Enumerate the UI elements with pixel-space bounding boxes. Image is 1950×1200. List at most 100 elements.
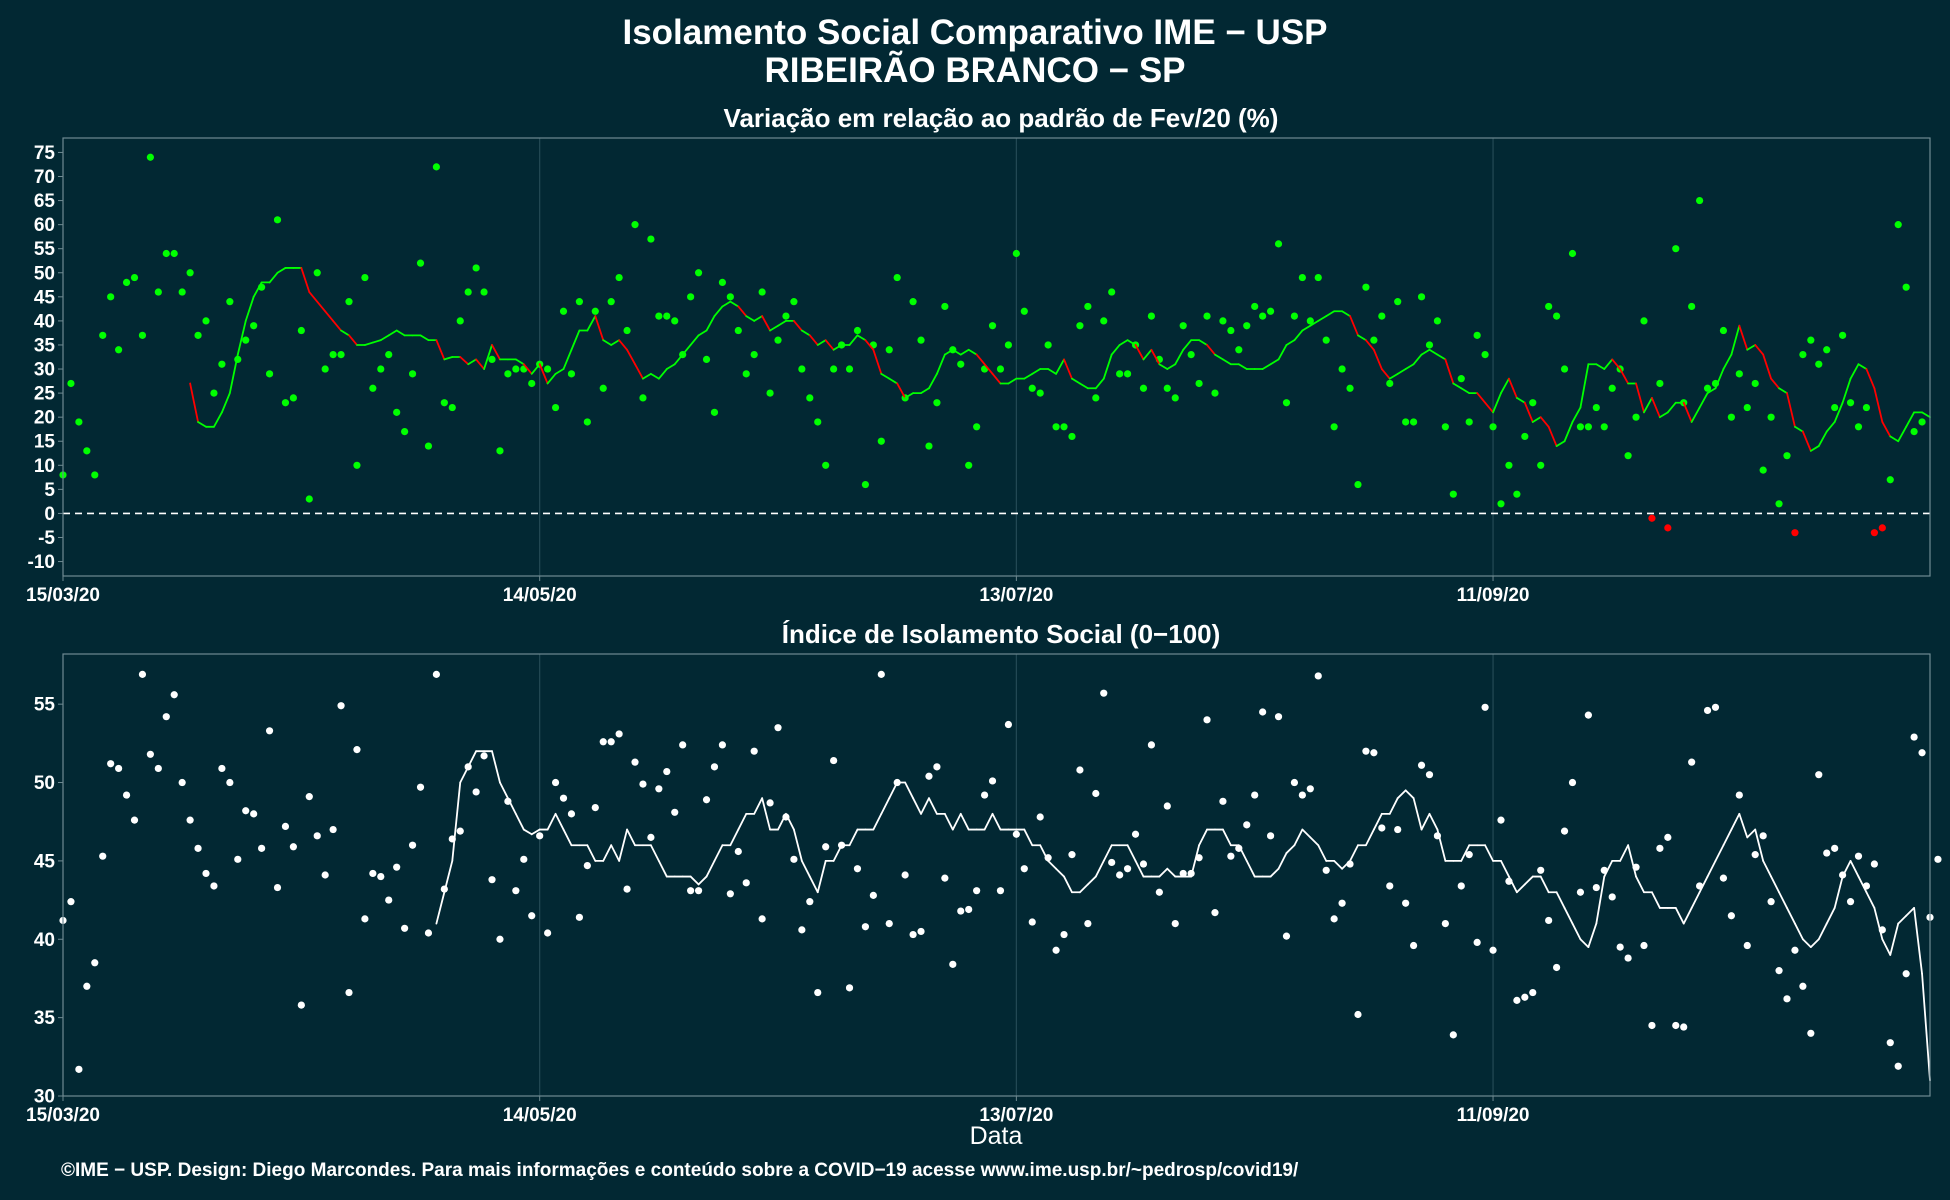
data-point [671,317,679,325]
data-point [1831,844,1839,852]
moving-average-segment [920,797,930,815]
data-point [901,871,909,879]
moving-average-segment [1023,372,1034,380]
data-point [496,447,504,455]
data-point [242,807,250,815]
data-point [1894,1062,1902,1070]
data-point [75,1065,83,1073]
data-point [1092,789,1100,798]
moving-average-segment [1412,797,1423,831]
data-point [1060,423,1068,431]
y-tick-label: 45 [34,851,56,872]
data-point [1370,336,1378,344]
data-point [591,307,599,315]
data-point [941,302,949,311]
data-point [1854,423,1863,431]
moving-average-segment [435,339,446,361]
data-point [146,153,154,161]
data-point [845,365,854,373]
moving-average-segment [1277,852,1288,870]
data-point [726,890,734,898]
data-point [980,791,989,799]
data-point [1521,432,1529,441]
data-point [1608,384,1616,392]
data-point [99,852,107,860]
y-tick-label: 5 [44,480,55,501]
data-point [1084,302,1092,311]
data-point [1211,389,1219,397]
moving-average-segment [300,267,311,293]
data-point [305,495,313,503]
moving-average-segment [1635,382,1645,414]
moving-average-segment [1094,859,1105,878]
data-point [702,796,711,804]
panel-frame [62,137,1931,577]
data-point [1076,766,1084,774]
data-point [99,331,107,339]
data-point [1179,322,1187,330]
moving-average-segment [1158,363,1169,370]
data-point [377,872,385,881]
moving-average-segment [1086,875,1097,886]
data-point [1584,423,1592,431]
data-point [1409,418,1418,426]
data-point [853,326,862,335]
data-point [1012,830,1020,838]
data-point [639,780,647,788]
moving-average-segment [594,315,605,342]
data-point [1791,946,1799,954]
data-point [758,915,766,923]
data-point [1036,389,1044,397]
data-point [1108,288,1116,296]
data-point [424,442,433,450]
moving-average-segment [546,812,557,831]
data-point [1656,844,1664,852]
data-point [1481,350,1489,359]
moving-average-segment [252,281,263,298]
data-point [528,379,536,388]
moving-average-segment [1531,416,1542,423]
data-point [1465,851,1473,859]
data-point [758,288,766,296]
data-point [1711,703,1720,711]
data-point [1553,312,1561,320]
moving-average-segment [1412,353,1423,366]
data-point [226,778,234,787]
data-point [1004,720,1013,729]
data-point [401,924,409,932]
data-point [210,882,218,890]
y-tick-label: 35 [34,335,56,356]
data-point [401,428,409,436]
moving-average-segment [1833,875,1844,909]
moving-average-segment [769,324,779,332]
moving-average-segment [1388,797,1399,815]
moving-average-segment [1071,377,1081,385]
data-point [1846,399,1855,407]
moving-average-segment [1523,875,1534,886]
data-point [496,935,504,943]
moving-average-segment [1651,891,1661,909]
moving-average-segment [213,411,223,428]
moving-average-segment [1420,812,1431,831]
data-point [885,919,893,928]
data-point [750,747,758,755]
moving-average-segment [1762,353,1773,380]
panel-frame [62,653,1931,1097]
data-point [1409,941,1418,950]
data-point [1775,500,1783,508]
data-point [718,278,727,286]
data-point [122,791,131,799]
data-point [1282,932,1291,940]
data-point [1076,322,1084,330]
moving-average-segment [808,334,819,346]
x-tick-label: 14/05/20 [503,585,577,606]
data-point [639,394,647,402]
data-point [1251,791,1259,799]
moving-average-segment [872,348,883,375]
data-point [258,844,266,852]
data-point [273,883,282,892]
moving-average-segment [1476,392,1486,404]
data-point [941,874,949,882]
moving-average-segment [1722,353,1733,370]
